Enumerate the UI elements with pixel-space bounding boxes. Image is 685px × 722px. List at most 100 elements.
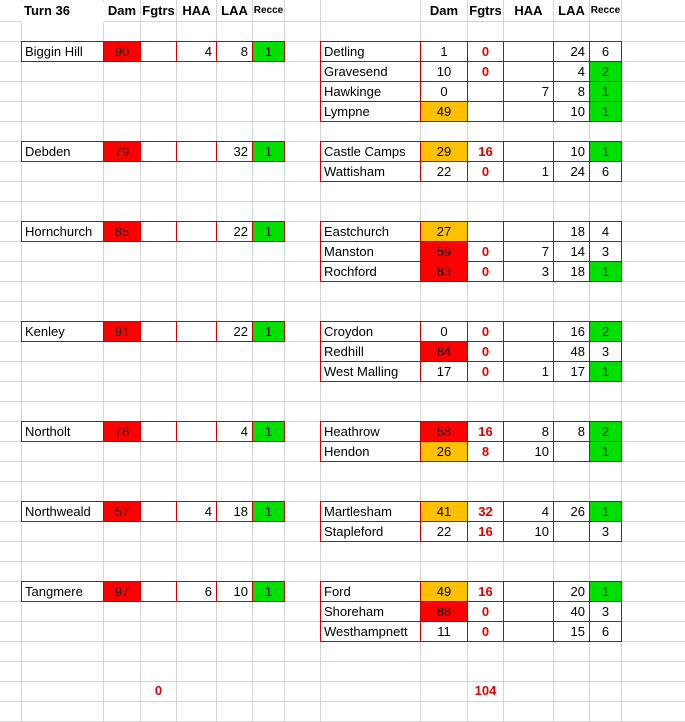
header-right-dam[interactable]: Dam — [429, 3, 459, 18]
satellite-0-2-haa[interactable]: 7 — [503, 81, 554, 102]
satellite-4-1-laa[interactable] — [553, 441, 590, 462]
satellite-0-2-recce[interactable]: 1 — [589, 81, 622, 102]
satellite-0-0-laa[interactable]: 24 — [553, 41, 590, 62]
satellite-2-1-recce[interactable]: 3 — [589, 241, 622, 262]
satellite-5-1-dam[interactable]: 22 — [420, 521, 468, 542]
satellite-3-1-laa[interactable]: 48 — [553, 341, 590, 362]
satellite-6-1-recce[interactable]: 3 — [589, 601, 622, 622]
satellite-1-1-fgtrs[interactable]: 0 — [467, 161, 504, 182]
satellite-6-1-name[interactable]: Shoreham — [320, 601, 421, 622]
satellite-3-2-fgtrs[interactable]: 0 — [467, 361, 504, 382]
satellite-6-2-dam[interactable]: 11 — [420, 621, 468, 642]
satellite-4-1-name[interactable]: Hendon — [320, 441, 421, 462]
satellite-6-2-haa[interactable] — [503, 621, 554, 642]
satellite-2-1-name[interactable]: Manston — [320, 241, 421, 262]
satellite-0-0-recce[interactable]: 6 — [589, 41, 622, 62]
sector-1-dam[interactable]: 79 — [103, 141, 141, 162]
header-left-fgtrs[interactable]: Fgtrs — [142, 3, 175, 18]
header-left-recce[interactable]: Recce — [253, 5, 284, 16]
satellite-1-1-haa[interactable]: 1 — [503, 161, 554, 182]
satellite-1-1-laa[interactable]: 24 — [553, 161, 590, 182]
satellite-5-1-laa[interactable] — [553, 521, 590, 542]
satellite-6-2-recce[interactable]: 6 — [589, 621, 622, 642]
sector-5-dam[interactable]: 57 — [103, 501, 141, 522]
sector-5-recce[interactable]: 1 — [252, 501, 285, 522]
sector-4-haa[interactable] — [176, 421, 217, 442]
sector-2-name[interactable]: Hornchurch — [21, 221, 104, 242]
satellite-6-1-fgtrs[interactable]: 0 — [467, 601, 504, 622]
satellite-2-2-name[interactable]: Rochford — [320, 261, 421, 282]
satellite-0-1-dam[interactable]: 10 — [420, 61, 468, 82]
satellite-1-0-name[interactable]: Castle Camps — [320, 141, 421, 162]
satellite-0-1-laa[interactable]: 4 — [553, 61, 590, 82]
satellite-0-3-fgtrs[interactable] — [467, 101, 504, 122]
satellite-6-0-recce[interactable]: 1 — [589, 581, 622, 602]
satellite-4-1-dam[interactable]: 26 — [420, 441, 468, 462]
satellite-5-1-name[interactable]: Stapleford — [320, 521, 421, 542]
sector-3-name[interactable]: Kenley — [21, 321, 104, 342]
sector-5-fgtrs[interactable] — [140, 501, 177, 522]
sector-3-fgtrs[interactable] — [140, 321, 177, 342]
sector-6-fgtrs[interactable] — [140, 581, 177, 602]
satellite-0-2-dam[interactable]: 0 — [420, 81, 468, 102]
sector-1-recce[interactable]: 1 — [252, 141, 285, 162]
sector-5-name[interactable]: Northweald — [21, 501, 104, 522]
satellite-5-0-laa[interactable]: 26 — [553, 501, 590, 522]
sector-1-laa[interactable]: 32 — [216, 141, 253, 162]
satellite-2-0-recce[interactable]: 4 — [589, 221, 622, 242]
satellite-1-0-laa[interactable]: 10 — [553, 141, 590, 162]
satellite-0-1-recce[interactable]: 2 — [589, 61, 622, 82]
header-left-haa[interactable]: HAA — [182, 3, 211, 18]
sector-3-haa[interactable] — [176, 321, 217, 342]
total-left-fgtrs[interactable]: 0 — [154, 683, 163, 698]
sector-3-laa[interactable]: 22 — [216, 321, 253, 342]
sector-3-recce[interactable]: 1 — [252, 321, 285, 342]
header-left-laa[interactable]: LAA — [221, 3, 248, 18]
satellite-4-0-name[interactable]: Heathrow — [320, 421, 421, 442]
satellite-6-0-dam[interactable]: 49 — [420, 581, 468, 602]
satellite-0-2-name[interactable]: Hawkinge — [320, 81, 421, 102]
satellite-0-2-fgtrs[interactable] — [467, 81, 504, 102]
satellite-2-1-laa[interactable]: 14 — [553, 241, 590, 262]
sector-1-fgtrs[interactable] — [140, 141, 177, 162]
sector-4-dam[interactable]: 78 — [103, 421, 141, 442]
satellite-4-1-haa[interactable]: 10 — [503, 441, 554, 462]
sector-4-fgtrs[interactable] — [140, 421, 177, 442]
satellite-5-0-dam[interactable]: 41 — [420, 501, 468, 522]
satellite-5-0-fgtrs[interactable]: 32 — [467, 501, 504, 522]
satellite-3-0-haa[interactable] — [503, 321, 554, 342]
satellite-2-2-recce[interactable]: 1 — [589, 261, 622, 282]
sector-4-name[interactable]: Northolt — [21, 421, 104, 442]
total-right-fgtrs[interactable]: 104 — [474, 683, 497, 698]
satellite-2-2-laa[interactable]: 18 — [553, 261, 590, 282]
satellite-1-0-recce[interactable]: 1 — [589, 141, 622, 162]
satellite-1-0-fgtrs[interactable]: 16 — [467, 141, 504, 162]
satellite-1-1-dam[interactable]: 22 — [420, 161, 468, 182]
satellite-4-0-fgtrs[interactable]: 16 — [467, 421, 504, 442]
satellite-6-0-laa[interactable]: 20 — [553, 581, 590, 602]
satellite-0-1-haa[interactable] — [503, 61, 554, 82]
satellite-5-0-name[interactable]: Martlesham — [320, 501, 421, 522]
satellite-0-0-dam[interactable]: 1 — [420, 41, 468, 62]
satellite-6-0-haa[interactable] — [503, 581, 554, 602]
sector-5-laa[interactable]: 18 — [216, 501, 253, 522]
sector-6-dam[interactable]: 97 — [103, 581, 141, 602]
satellite-2-1-haa[interactable]: 7 — [503, 241, 554, 262]
satellite-3-2-laa[interactable]: 17 — [553, 361, 590, 382]
satellite-3-0-fgtrs[interactable]: 0 — [467, 321, 504, 342]
satellite-3-1-name[interactable]: Redhill — [320, 341, 421, 362]
satellite-2-1-fgtrs[interactable]: 0 — [467, 241, 504, 262]
sector-6-haa[interactable]: 6 — [176, 581, 217, 602]
sector-0-laa[interactable]: 8 — [216, 41, 253, 62]
satellite-5-1-fgtrs[interactable]: 16 — [467, 521, 504, 542]
satellite-1-0-haa[interactable] — [503, 141, 554, 162]
satellite-4-0-laa[interactable]: 8 — [553, 421, 590, 442]
sector-5-haa[interactable]: 4 — [176, 501, 217, 522]
sector-6-laa[interactable]: 10 — [216, 581, 253, 602]
satellite-2-2-haa[interactable]: 3 — [503, 261, 554, 282]
satellite-2-1-dam[interactable]: 59 — [420, 241, 468, 262]
sector-2-recce[interactable]: 1 — [252, 221, 285, 242]
sector-6-recce[interactable]: 1 — [252, 581, 285, 602]
header-right-haa[interactable]: HAA — [514, 3, 543, 18]
satellite-3-0-laa[interactable]: 16 — [553, 321, 590, 342]
